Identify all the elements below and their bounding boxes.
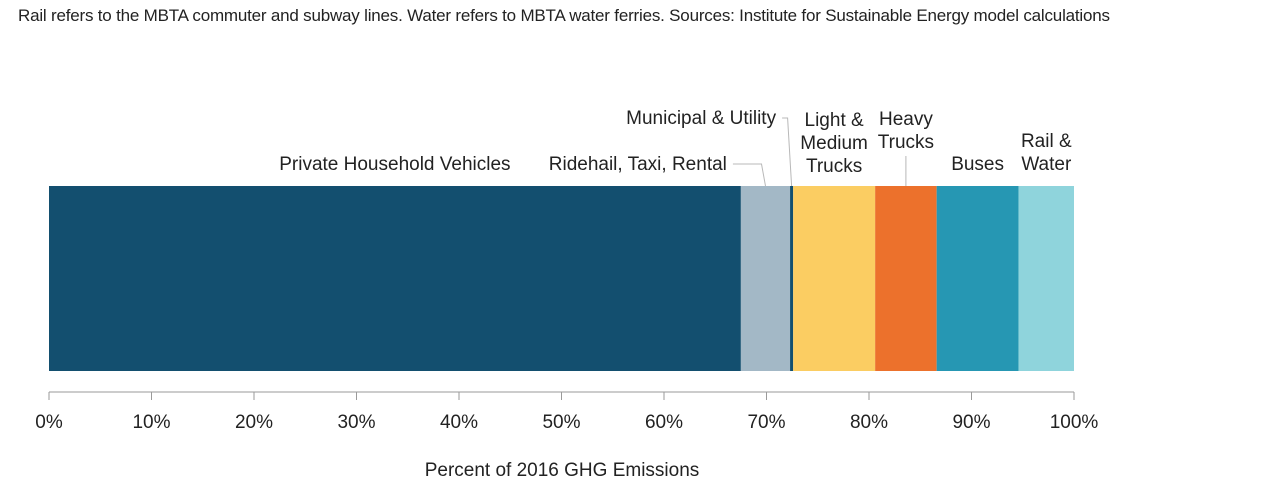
x-tick-label: 100% [1050, 412, 1099, 433]
svg-text:Buses: Buses [951, 154, 1004, 175]
x-tick-label: 90% [952, 412, 990, 433]
x-tick-label: 70% [747, 412, 785, 433]
segment-label-rail-and-water: Rail &Water [1021, 131, 1072, 175]
x-tick-label: 30% [337, 412, 375, 433]
x-tick-label: 20% [235, 412, 273, 433]
segment-labels: Private Household Vehicles Ridehail, Taxi… [279, 108, 1072, 187]
segment-label-municipal-and-utility: Municipal & Utility [626, 108, 793, 187]
x-tick-label: 0% [35, 412, 63, 433]
bar-segment-heavy-trucks [875, 186, 937, 371]
svg-text:Trucks: Trucks [878, 132, 934, 153]
svg-text:Trucks: Trucks [806, 156, 862, 177]
svg-text:Heavy: Heavy [879, 109, 933, 130]
bar-segment-municipal-and-utility [790, 186, 794, 371]
segment-label-buses: Buses [951, 154, 1004, 175]
bar-segment-private-household-vehicles [49, 186, 741, 371]
segment-label-private-household-vehicles: Private Household Vehicles [279, 154, 510, 175]
svg-text:Municipal & Utility: Municipal & Utility [626, 108, 776, 129]
x-tick-label: 80% [850, 412, 888, 433]
x-tick-label: 10% [132, 412, 170, 433]
segment-label-ridehail-taxi-rental: Ridehail, Taxi, Rental [549, 154, 766, 187]
svg-text:Medium: Medium [800, 133, 868, 154]
bar-segment-ridehail-taxi-rental [740, 186, 791, 371]
bar-segment-light-and-medium-trucks [793, 186, 876, 371]
bar-segment-rail-and-water [1018, 186, 1074, 371]
x-tick-label: 50% [542, 412, 580, 433]
svg-text:Light &: Light & [805, 110, 864, 131]
x-tick-label: 60% [645, 412, 683, 433]
x-tick-label: 40% [440, 412, 478, 433]
svg-text:Private Household Vehicles: Private Household Vehicles [279, 154, 510, 175]
svg-text:Rail &: Rail & [1021, 131, 1072, 152]
x-axis: 0% 10% 20% 30% 40% 50% 60% 70% 80% 90% 100% [35, 391, 1099, 433]
bar-segments [49, 186, 1074, 371]
svg-text:Ridehail, Taxi, Rental: Ridehail, Taxi, Rental [549, 154, 727, 175]
leader-line [782, 117, 793, 187]
leader-line [732, 163, 766, 187]
chart-note: Rail refers to the MBTA commuter and sub… [18, 6, 1110, 25]
bar-segment-buses [936, 186, 1019, 371]
svg-text:Water: Water [1021, 154, 1072, 175]
x-axis-title: Percent of 2016 GHG Emissions [425, 460, 700, 481]
